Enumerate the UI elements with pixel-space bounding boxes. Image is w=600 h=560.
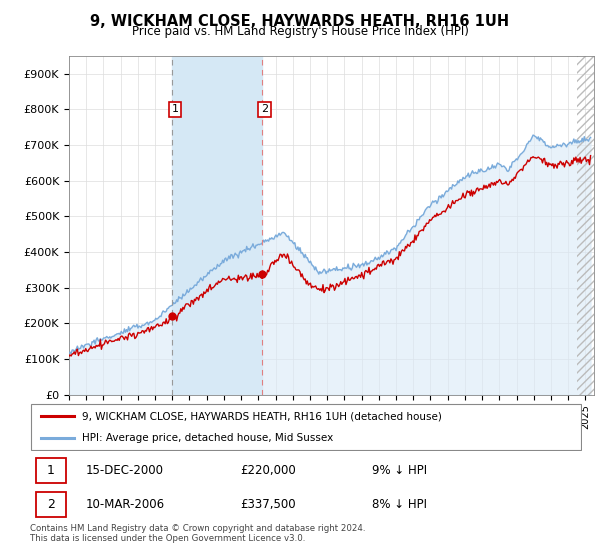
Bar	[172, 56, 262, 395]
FancyBboxPatch shape	[35, 492, 66, 517]
Bar	[577, 56, 594, 395]
Text: 2: 2	[261, 105, 268, 114]
FancyBboxPatch shape	[31, 404, 581, 450]
Text: 2: 2	[47, 498, 55, 511]
FancyBboxPatch shape	[35, 458, 66, 483]
Text: 9% ↓ HPI: 9% ↓ HPI	[372, 464, 427, 477]
Text: 8% ↓ HPI: 8% ↓ HPI	[372, 498, 427, 511]
Text: 1: 1	[47, 464, 55, 477]
Text: £220,000: £220,000	[240, 464, 296, 477]
Text: Price paid vs. HM Land Registry's House Price Index (HPI): Price paid vs. HM Land Registry's House …	[131, 25, 469, 38]
Bar	[577, 56, 594, 395]
Text: Contains HM Land Registry data © Crown copyright and database right 2024.
This d: Contains HM Land Registry data © Crown c…	[30, 524, 365, 543]
Text: 15-DEC-2000: 15-DEC-2000	[85, 464, 163, 477]
Text: 10-MAR-2006: 10-MAR-2006	[85, 498, 164, 511]
Text: 1: 1	[172, 105, 178, 114]
Text: 9, WICKHAM CLOSE, HAYWARDS HEATH, RH16 1UH: 9, WICKHAM CLOSE, HAYWARDS HEATH, RH16 1…	[91, 14, 509, 29]
Text: £337,500: £337,500	[240, 498, 295, 511]
Text: 9, WICKHAM CLOSE, HAYWARDS HEATH, RH16 1UH (detached house): 9, WICKHAM CLOSE, HAYWARDS HEATH, RH16 1…	[82, 411, 442, 421]
Text: HPI: Average price, detached house, Mid Sussex: HPI: Average price, detached house, Mid …	[82, 433, 334, 443]
